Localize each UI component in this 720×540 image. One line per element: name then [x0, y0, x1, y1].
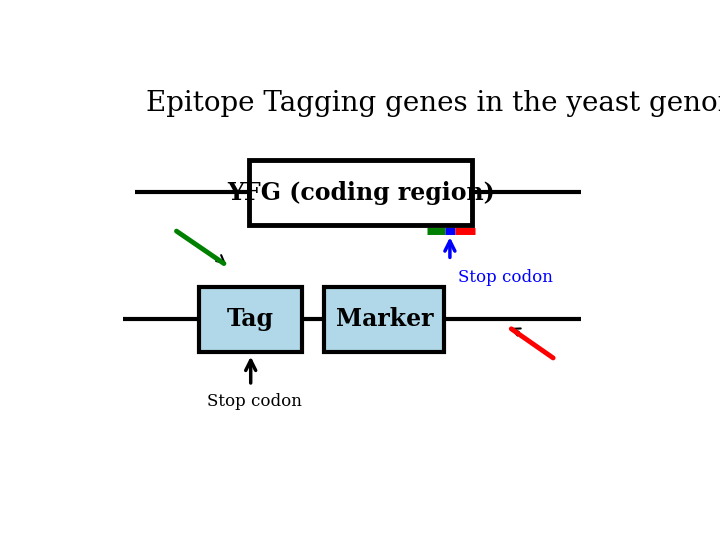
Text: Marker: Marker: [336, 307, 433, 332]
Text: Stop codon: Stop codon: [207, 393, 302, 410]
Bar: [199, 287, 302, 352]
Text: YFG (coding region): YFG (coding region): [227, 181, 495, 205]
Text: Tag: Tag: [227, 307, 274, 332]
Text: Stop codon: Stop codon: [459, 268, 553, 286]
Bar: [324, 287, 444, 352]
Text: Epitope Tagging genes in the yeast genome: Epitope Tagging genes in the yeast genom…: [145, 90, 720, 117]
Bar: [249, 160, 472, 225]
